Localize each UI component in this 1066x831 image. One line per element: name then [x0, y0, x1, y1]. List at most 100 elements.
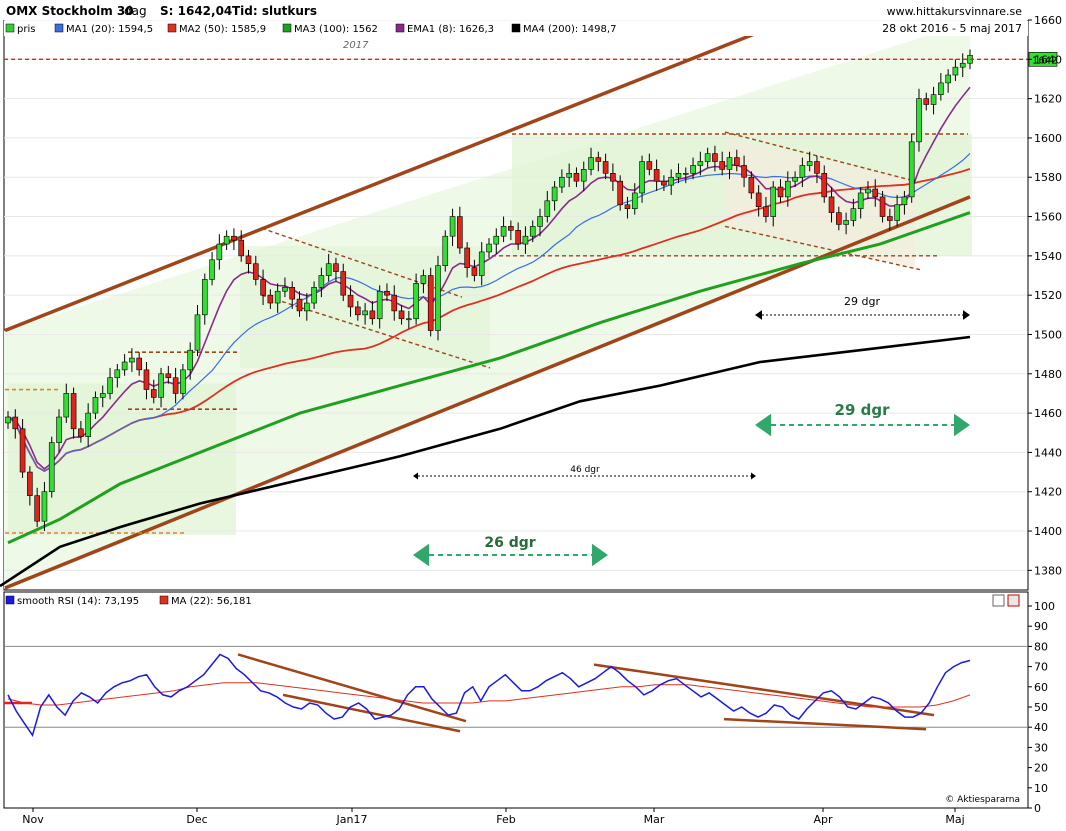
candle-body [449, 216, 456, 237]
candle-body [639, 161, 645, 194]
candle-body [238, 239, 245, 257]
candle-body [347, 294, 354, 308]
candle-body [296, 298, 303, 312]
ma2-line [7, 168, 971, 473]
candle-body [413, 283, 419, 320]
rsi-line [7, 653, 971, 738]
candle-body [836, 212, 842, 225]
span-arrow-right [751, 472, 756, 480]
candle-body [785, 180, 791, 198]
candle-body [763, 206, 769, 217]
candle-body [828, 196, 835, 213]
candle-body [726, 157, 733, 170]
candle-body [19, 428, 26, 473]
rsi-trendline [723, 717, 927, 731]
candle-body [406, 318, 412, 321]
candle-body [682, 173, 689, 175]
candle-body [690, 165, 696, 174]
y-tick-label: 1520 [1034, 289, 1062, 302]
y-tick-label: 1560 [1034, 211, 1062, 224]
y-tick-label: 1380 [1034, 564, 1062, 577]
candle-body [143, 369, 150, 390]
candle-body [529, 226, 536, 237]
chart-title: OMX Stockholm 30 [6, 4, 134, 18]
candle-body [821, 173, 828, 198]
candle-body [34, 495, 40, 522]
month-label: Apr [813, 813, 833, 826]
candle-body [216, 243, 223, 261]
rsi-tick-label: 40 [1034, 721, 1048, 734]
candle-body [850, 208, 857, 221]
candle-body [209, 259, 215, 280]
candle-body [646, 161, 653, 170]
rsi-tick-label: 50 [1034, 701, 1048, 714]
zoom-icon [992, 594, 1005, 607]
candle-body [486, 243, 492, 253]
candle-body [107, 377, 113, 394]
candle-body [755, 192, 762, 208]
candlesticks [5, 49, 973, 532]
candle-body [566, 173, 572, 178]
candle-body [945, 74, 951, 84]
y-tick-label: 1620 [1034, 93, 1062, 106]
candle-body [952, 66, 959, 76]
candle-body [311, 287, 317, 304]
rsi-tick-label: 100 [1034, 600, 1055, 613]
month-label: Mar [644, 813, 665, 826]
candle-body [12, 416, 19, 430]
span-46: 46 dgr [570, 465, 600, 475]
candle-body [187, 349, 193, 371]
legend-swatch [511, 23, 521, 33]
candle-body [610, 173, 616, 182]
candle-body [92, 397, 99, 414]
credit-label: © Aktiespararna [945, 795, 1020, 805]
month-label: Jan17 [336, 813, 368, 826]
last-price-label: S: 1642,04 [160, 4, 232, 18]
year-marker: 2017 [343, 40, 369, 51]
span-29-small: 29 dgr [844, 295, 880, 308]
candle-body [522, 235, 529, 245]
candle-body [712, 153, 718, 162]
candle-body [333, 263, 339, 272]
rsi-tick-label: 60 [1034, 681, 1048, 694]
rsi-tick-label: 0 [1034, 802, 1041, 815]
month-label: Maj [945, 813, 964, 826]
candle-body [938, 82, 944, 95]
rsi-ma-line [7, 682, 971, 708]
span-arrow-left [755, 413, 771, 437]
candle-body [617, 180, 623, 206]
candle-body [201, 279, 208, 316]
candle-body [551, 186, 558, 202]
legend-label: EMA1 (8): 1626,3 [407, 24, 494, 35]
y-tick-label: 1500 [1034, 328, 1062, 341]
candle-body [631, 192, 638, 209]
legend-swatch [395, 23, 405, 33]
rsi-legend-swatch [5, 595, 15, 605]
legend: pris MA1 (20): 1594,5 MA2 (50): 1585,9 MA3 … [4, 21, 1028, 36]
candle-body [741, 165, 747, 178]
candle-body [792, 176, 798, 182]
span-arrow-right [592, 543, 608, 567]
candle-body [471, 267, 478, 276]
candle-body [748, 176, 755, 194]
candle-body [274, 290, 281, 304]
dashed-trendline [261, 294, 491, 369]
candle-body [27, 471, 33, 496]
legend-label: MA4 (200): 1498,7 [523, 24, 616, 35]
y-tick-label: 1480 [1034, 368, 1062, 381]
candle-body [435, 265, 441, 331]
y-tick-label: 1640 [1034, 53, 1062, 66]
candle-body [252, 263, 259, 280]
candle-body [304, 302, 310, 312]
candle-body [267, 294, 274, 304]
span-arrow-left [755, 310, 762, 320]
ma4-line [0, 335, 971, 588]
candle-body [733, 157, 740, 166]
candle-body [704, 153, 711, 162]
candle-body [544, 200, 551, 217]
candle-body [384, 290, 390, 296]
candle-body [355, 306, 361, 316]
candle-body [806, 161, 813, 166]
candle-body [136, 357, 142, 371]
